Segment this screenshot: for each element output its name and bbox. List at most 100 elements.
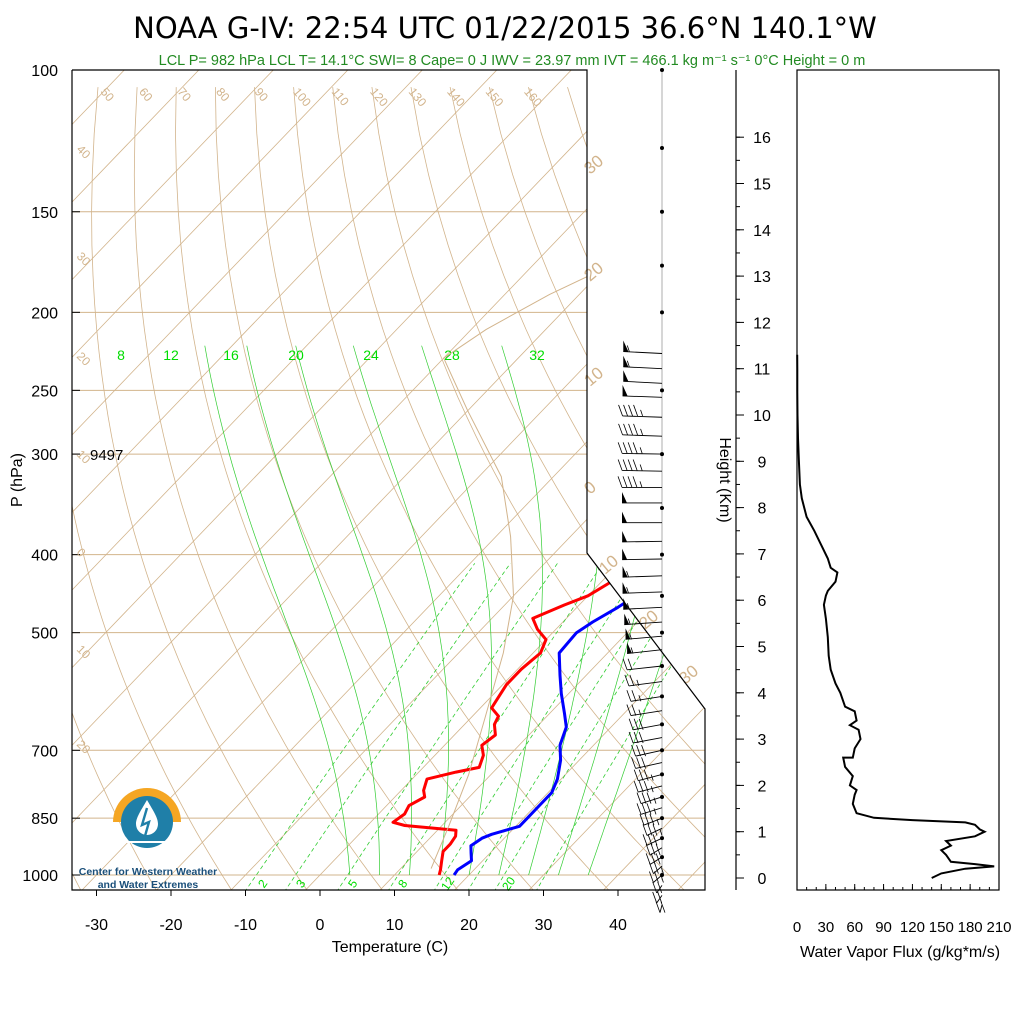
- barb-level-dot: [660, 630, 664, 635]
- dry-adiabat-line: [72, 87, 234, 890]
- wind-barb-staff: [656, 885, 663, 894]
- y-tick-label: 850: [31, 811, 58, 828]
- height-tick-label: 14: [753, 223, 771, 240]
- wind-barb-feather: [627, 658, 633, 670]
- wind-barb-pennant: [622, 511, 627, 523]
- wind-barb-staff: [640, 807, 663, 815]
- dry-adiabat-label-right: 20: [635, 606, 662, 633]
- wind-barb-feather: [631, 704, 637, 716]
- wind-barb-staff: [640, 796, 663, 804]
- wind-barb-feather: [633, 423, 638, 435]
- wind-barb-half-feather: [639, 447, 643, 454]
- wind-barb-pennant: [625, 628, 631, 640]
- isotherm-line: [377, 70, 705, 890]
- wind-barb-feather: [636, 744, 641, 757]
- wind-barb-staff: [649, 856, 663, 865]
- dry-adiabat-line: [488, 87, 705, 890]
- wind-barb-half-feather: [629, 633, 632, 640]
- wind-barb-feather: [633, 769, 639, 781]
- mixing-ratio-line: [386, 563, 604, 890]
- x-axis-title: Temperature (C): [332, 939, 448, 956]
- isotherm-line: [526, 70, 705, 890]
- mixing-ratio-label: 2: [255, 877, 270, 891]
- wind-barb-half-feather: [653, 797, 657, 804]
- flux-x-axis-title: Water Vapor Flux (g/kg*m/s): [800, 944, 1000, 961]
- wind-barb-feather: [652, 834, 658, 846]
- isotherm-label: 150: [483, 85, 507, 110]
- moist-adiabat-line: [421, 345, 492, 876]
- logo-text-line1: Center for Western Weather: [79, 866, 217, 878]
- chart-subtitle: LCL P= 982 hPa LCL T= 14.1°C SWI= 8 Cape…: [159, 53, 866, 69]
- dry-adiabat-line: [881, 87, 1024, 892]
- wind-barb-feather: [617, 459, 623, 471]
- wind-barb-feather: [626, 690, 632, 702]
- dry-adiabat-line: [293, 87, 687, 890]
- wind-barb-feather: [617, 476, 623, 488]
- x-tick-label: -10: [234, 917, 257, 934]
- mixing-ratio-label: 8: [395, 877, 410, 891]
- flux-tick-label: 210: [986, 919, 1011, 936]
- wind-barb-feather: [617, 442, 623, 454]
- dry-adiabat-label-right: 0: [580, 477, 599, 498]
- flux-y-axis-title: Height (Km): [716, 437, 733, 522]
- wind-barb-staff: [624, 621, 663, 626]
- wind-barb-feather: [642, 834, 648, 846]
- wind-barb-staff: [627, 665, 663, 671]
- logo-bolt-icon: [140, 807, 151, 837]
- wind-barb-feather: [652, 881, 658, 894]
- wind-barb-feather: [626, 704, 632, 716]
- height-tick-label: 2: [758, 778, 767, 795]
- barb-level-dot: [660, 388, 664, 393]
- dry-adiabat-label-left: 10: [74, 642, 94, 662]
- dry-adiabat-line: [724, 87, 1024, 892]
- barb-level-dot: [660, 593, 664, 598]
- mixing-ratio-line: [432, 563, 645, 890]
- wind-barb-feather: [646, 803, 652, 815]
- wind-barb-staff: [638, 773, 663, 782]
- wind-barb-staff: [622, 470, 663, 472]
- barb-level-dot: [660, 310, 664, 315]
- moist-adiabat-label: 16: [223, 347, 239, 363]
- y-tick-label: 150: [31, 205, 58, 222]
- wind-barb-staff: [623, 366, 663, 370]
- dry-adiabat-line: [763, 87, 1024, 892]
- moist-adiabat-line: [498, 345, 543, 876]
- wind-barb-feather: [649, 813, 655, 826]
- height-tick-label: 5: [758, 640, 767, 657]
- wind-barb-pennant: [624, 613, 630, 625]
- wind-barb-feather: [638, 731, 644, 744]
- wind-barb-feather: [638, 769, 644, 781]
- mixing-ratio-line: [466, 563, 675, 890]
- wind-barb-staff: [622, 591, 663, 594]
- dry-adiabat-line: [449, 87, 705, 890]
- barb-level-dot: [660, 68, 664, 72]
- isotherm-label: 110: [329, 85, 352, 109]
- x-tick-label: 40: [609, 917, 627, 934]
- wind-barb-feather: [629, 674, 635, 687]
- dry-adiabat-line: [528, 86, 705, 890]
- wind-barb-feather: [624, 674, 630, 687]
- wind-barb-feather: [654, 862, 659, 874]
- height-tick-label: 0: [758, 871, 767, 888]
- isotherm-line: [72, 70, 291, 890]
- wind-barb-feather: [649, 871, 654, 883]
- wind-barb-staff: [630, 710, 663, 717]
- y-axis-title: P (hPa): [9, 453, 26, 507]
- barb-level-dot: [660, 552, 664, 557]
- x-tick-label: 0: [316, 917, 325, 934]
- wind-barb-feather: [632, 459, 638, 471]
- wind-barb-half-feather: [626, 345, 630, 352]
- wind-barb-feather: [628, 718, 634, 730]
- barb-level-dot: [660, 505, 664, 510]
- wind-barb-half-feather: [627, 618, 631, 625]
- isotherm-line: [452, 70, 705, 890]
- wind-barb-feather: [638, 780, 644, 793]
- wind-barb-feather: [650, 853, 656, 865]
- wind-barb-feather: [627, 442, 633, 454]
- flux-tick-label: 180: [958, 919, 983, 936]
- wind-barbs: [617, 68, 666, 913]
- wind-barb-staff: [622, 415, 663, 418]
- wind-barb-pennant: [622, 548, 628, 560]
